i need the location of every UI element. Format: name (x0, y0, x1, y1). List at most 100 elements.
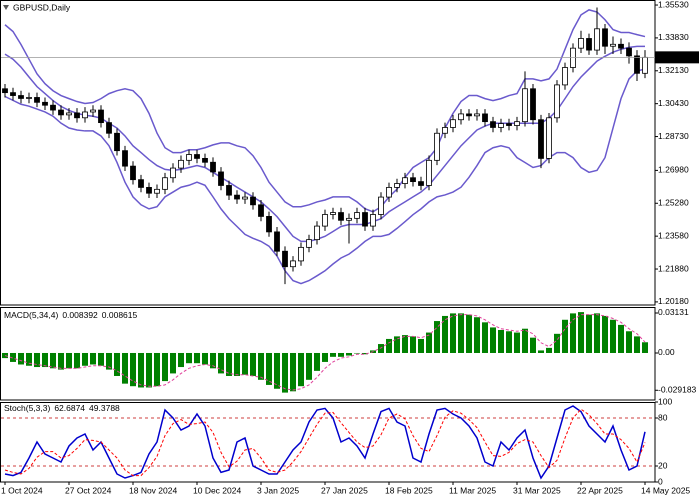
candle-body (234, 194, 240, 200)
macd-bar (634, 336, 640, 353)
macd-bar (130, 352, 136, 387)
candle-body (354, 212, 360, 219)
y-tick-label: 1.23580 (658, 230, 689, 240)
y-tick-label: 1.26980 (658, 165, 689, 175)
macd-bar (306, 352, 312, 380)
candle-body (362, 212, 368, 227)
macd-bar (602, 315, 608, 353)
macd-bar (402, 335, 408, 353)
candle-body (346, 217, 352, 221)
candle-body (162, 177, 168, 190)
x-tick-label: 10 Dec 2024 (193, 485, 241, 495)
macd-bar (266, 352, 272, 385)
last-price-label: 1.32825 (658, 52, 689, 62)
macd-bar (586, 314, 592, 353)
candle-body (370, 214, 376, 227)
macd-bar (594, 313, 600, 353)
candle-body (458, 113, 464, 121)
macd-bar (498, 329, 504, 353)
candle-body (266, 216, 272, 233)
candle-body (538, 119, 544, 159)
macd-bar (234, 352, 240, 376)
candle-body (466, 113, 472, 117)
candle-body (50, 104, 56, 111)
macd-bar (570, 313, 576, 353)
candle-body (186, 154, 192, 161)
macd-bar (418, 338, 424, 353)
candle-body (378, 196, 384, 215)
x-tick-label: 31 Mar 2025 (513, 485, 561, 495)
macd-bar (538, 350, 544, 353)
macd-bar (546, 347, 552, 353)
candle-body (586, 38, 592, 51)
macd-bar (242, 352, 248, 375)
macd-bar (530, 337, 536, 353)
candle-body (450, 119, 456, 128)
candle-body (474, 113, 480, 117)
macd-bar (314, 352, 320, 371)
macd-bar (434, 321, 440, 353)
candle-body (554, 84, 560, 119)
candle-body (10, 92, 16, 96)
candle-body (570, 47, 576, 68)
stoch-line (4, 405, 646, 480)
macd-bar (474, 317, 480, 353)
candle-body (138, 179, 144, 188)
candle-body (402, 177, 408, 184)
y-tick-label: 1.30430 (658, 98, 689, 108)
x-tick-label: 1 Oct 2024 (1, 485, 43, 495)
candle-body (634, 55, 640, 74)
macd-bar (66, 352, 72, 369)
symbol-icon (3, 5, 9, 10)
macd-bar (178, 352, 184, 368)
macd-bar (250, 352, 256, 376)
macd-bar (450, 313, 456, 353)
stoch-line (4, 408, 646, 477)
candle-body (258, 204, 264, 217)
candle-body (386, 187, 392, 198)
macd-bar (18, 352, 24, 365)
candle-body (290, 260, 296, 268)
macd-bar (162, 352, 168, 382)
macd-bar (626, 331, 632, 353)
x-tick-label: 18 Feb 2025 (385, 485, 433, 495)
candle-body (58, 109, 64, 116)
macd-bar (378, 344, 384, 353)
x-tick-label: 11 Mar 2025 (449, 485, 496, 495)
candle-body (418, 181, 424, 186)
macd-bar (258, 352, 264, 380)
macd-bar (58, 352, 64, 370)
y-tick-label: 1.21880 (658, 263, 689, 273)
y-tick-label: 1.28730 (658, 131, 689, 141)
candle-body (282, 250, 288, 268)
candle-body (210, 161, 216, 173)
macd-bar (186, 352, 192, 364)
macd-bar (154, 352, 160, 387)
candle-body (242, 196, 248, 200)
candle-body (314, 225, 320, 241)
stoch-panel-frame (0, 402, 656, 483)
candle-body (26, 97, 32, 99)
macd-title: MACD(5,34,4) 0.008392 0.008615 (4, 310, 138, 320)
candle-body (338, 212, 344, 221)
candle-body (298, 246, 304, 262)
candle-body (514, 121, 520, 126)
macd-bar (194, 352, 200, 364)
macd-bar (426, 332, 432, 353)
candle-body (34, 97, 40, 103)
stoch-k-value: 62.6874 (54, 403, 85, 413)
macd-bar (578, 312, 584, 353)
candle-body (18, 95, 24, 99)
candle-body (610, 43, 616, 47)
macd-bar (290, 352, 296, 392)
macd-name: MACD(5,34,4) (4, 310, 58, 320)
macd-bar (90, 352, 96, 365)
stoch-title: Stoch(5,3,3) 62.6874 49.3788 (4, 403, 120, 413)
macd-bar (354, 352, 360, 354)
candle-body (594, 28, 600, 51)
macd-bar (274, 352, 280, 389)
candle-body (2, 88, 8, 94)
macd-bar (322, 352, 328, 362)
